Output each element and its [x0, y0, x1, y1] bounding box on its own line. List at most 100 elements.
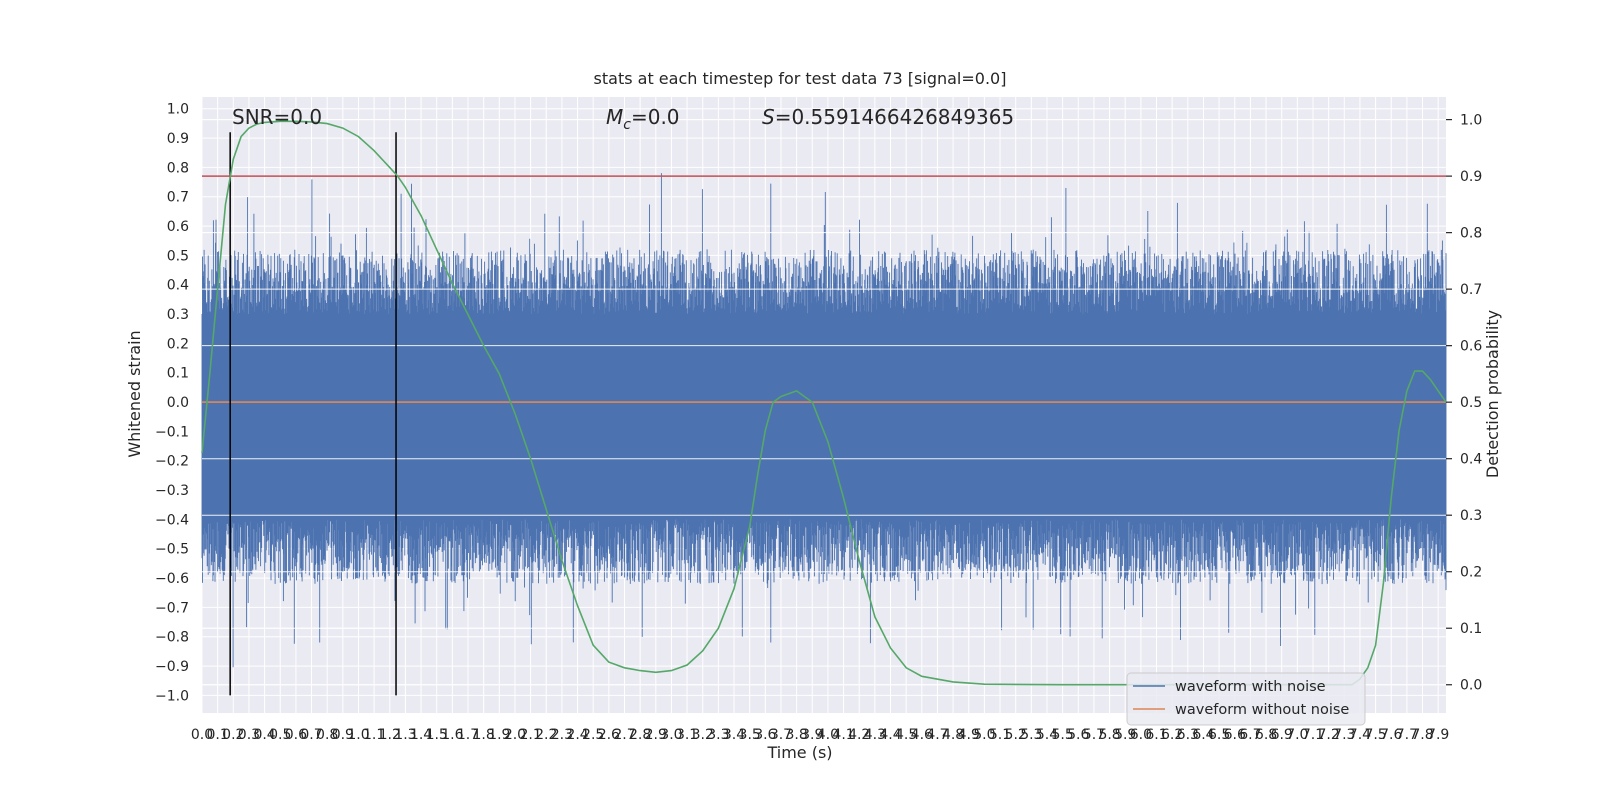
x-tick-label: 2.6: [598, 727, 620, 743]
x-tick-label: 2.4: [566, 727, 588, 743]
x-tick-label: 6.5: [1208, 727, 1230, 743]
y-tick-label-left: 0.6: [167, 219, 189, 235]
x-tick-label: 2.0: [504, 727, 526, 743]
x-tick-label: 6.6: [1224, 727, 1246, 743]
x-tick-label: 7.6: [1380, 727, 1402, 743]
y-tick-label-right: 0.6: [1460, 339, 1482, 355]
x-tick-label: 3.6: [754, 727, 776, 743]
x-tick-label: 2.5: [582, 727, 604, 743]
y-tick-label-left: 0.7: [167, 190, 189, 206]
x-tick-label: 4.8: [942, 727, 964, 743]
y-tick-label-left: 1.0: [167, 102, 189, 118]
legend-box: [1126, 672, 1366, 726]
y-tick-label-right: 0.8: [1460, 226, 1482, 242]
x-tick-label: 4.3: [864, 727, 886, 743]
legend: waveform with noise waveform without noi…: [1126, 672, 1366, 726]
score-annotation: S=0.5591466426849365: [762, 105, 1014, 129]
x-tick-label: 4.6: [911, 727, 933, 743]
x-tick-label: 6.4: [1192, 727, 1214, 743]
x-tick-label: 7.8: [1411, 727, 1433, 743]
x-tick-label: 0.5: [269, 727, 291, 743]
x-tick-label: 1.4: [410, 727, 432, 743]
x-tick-label: 3.2: [692, 727, 714, 743]
x-tick-label: 2.9: [645, 727, 667, 743]
x-tick-label: 2.8: [629, 727, 651, 743]
x-tick-label: 1.5: [426, 727, 448, 743]
x-tick-label: 5.8: [1098, 727, 1120, 743]
y-axis-label-left: Whitened strain: [125, 330, 144, 457]
x-tick-label: 4.1: [832, 727, 854, 743]
chart-title: stats at each timestep for test data 73 …: [594, 69, 1007, 88]
x-tick-label: 5.0: [973, 727, 995, 743]
x-tick-label: 5.6: [1067, 727, 1089, 743]
y-tick-label-right: 0.7: [1460, 282, 1482, 298]
legend-label-clean: waveform without noise: [1175, 702, 1349, 718]
x-tick-label: 0.3: [238, 727, 260, 743]
x-tick-label: 3.1: [676, 727, 698, 743]
x-tick-label: 5.7: [1083, 727, 1105, 743]
y-axis-label-right: Detection probability: [1483, 310, 1502, 478]
x-tick-label: 2.2: [535, 727, 557, 743]
x-tick-label: 1.9: [488, 727, 510, 743]
score-symbol: S: [762, 105, 775, 129]
x-tick-label: 7.9: [1427, 727, 1449, 743]
y-tick-label-left: −0.5: [155, 542, 189, 558]
x-tick-label: 1.3: [394, 727, 416, 743]
x-tick-label: 3.9: [801, 727, 823, 743]
x-tick-label: 5.9: [1114, 727, 1136, 743]
x-tick-label: 3.5: [739, 727, 761, 743]
series-waveform-with-noise: [201, 173, 1447, 668]
x-tick-label: 6.1: [1145, 727, 1167, 743]
y-tick-label-left: 0.2: [167, 336, 189, 352]
x-tick-label: 0.4: [253, 727, 275, 743]
x-tick-label: 4.5: [895, 727, 917, 743]
score-value: =0.5591466426849365: [775, 105, 1014, 129]
x-tick-label: 0.7: [300, 727, 322, 743]
y-tick-label-left: 0.3: [167, 307, 189, 323]
snr-annotation: SNR=0.0: [232, 105, 322, 129]
x-tick-label: 4.4: [879, 727, 901, 743]
x-tick-label: 7.5: [1364, 727, 1386, 743]
x-tick-label: 7.1: [1302, 727, 1324, 743]
x-tick-label: 7.4: [1349, 727, 1371, 743]
x-axis-label: Time (s): [766, 743, 832, 762]
y-tick-label-right: 0.4: [1460, 452, 1482, 468]
y-tick-label-left: −0.9: [155, 659, 189, 675]
y-tick-label-left: 0.1: [167, 366, 189, 382]
y-tick-label-left: −0.7: [155, 600, 189, 616]
y-tick-label-right: 0.5: [1460, 395, 1482, 411]
x-tick-label: 1.7: [457, 727, 479, 743]
x-tick-label: 0.9: [332, 727, 354, 743]
y-tick-label-right: 0.1: [1460, 621, 1482, 637]
y-tick-label-right: 0.3: [1460, 508, 1482, 524]
x-tick-label: 6.8: [1255, 727, 1277, 743]
x-tick-label: 5.4: [1036, 727, 1058, 743]
y-tick-label-left: 0.0: [167, 395, 189, 411]
y-tick-label-left: 0.8: [167, 160, 189, 176]
x-tick-label: 2.1: [519, 727, 541, 743]
y-tick-label-right: 1.0: [1460, 113, 1482, 129]
x-tick-label: 7.2: [1318, 727, 1340, 743]
x-tick-label: 4.7: [926, 727, 948, 743]
x-tick-label: 7.0: [1286, 727, 1308, 743]
x-tick-label: 7.3: [1333, 727, 1355, 743]
x-tick-label: 6.9: [1271, 727, 1293, 743]
x-tick-label: 1.2: [379, 727, 401, 743]
y-tick-label-left: −0.1: [155, 424, 189, 440]
x-tick-label: 4.2: [848, 727, 870, 743]
y-tick-label-left: 0.5: [167, 248, 189, 264]
y-tick-label-left: −1.0: [155, 688, 189, 704]
x-tick-label: 6.2: [1161, 727, 1183, 743]
x-tick-label: 6.3: [1177, 727, 1199, 743]
legend-label-noisy: waveform with noise: [1175, 679, 1326, 695]
y-tick-label-right: 0.9: [1460, 169, 1482, 185]
y-tick-label-right: 0.0: [1460, 678, 1482, 694]
x-tick-label: 6.0: [1130, 727, 1152, 743]
x-tick-label: 0.2: [222, 727, 244, 743]
y-tick-label-left: 0.4: [167, 278, 189, 294]
y-tick-label-left: −0.8: [155, 630, 189, 646]
x-tick-label: 2.7: [613, 727, 635, 743]
x-tick-label: 3.4: [723, 727, 745, 743]
y-tick-label-left: −0.6: [155, 571, 189, 587]
